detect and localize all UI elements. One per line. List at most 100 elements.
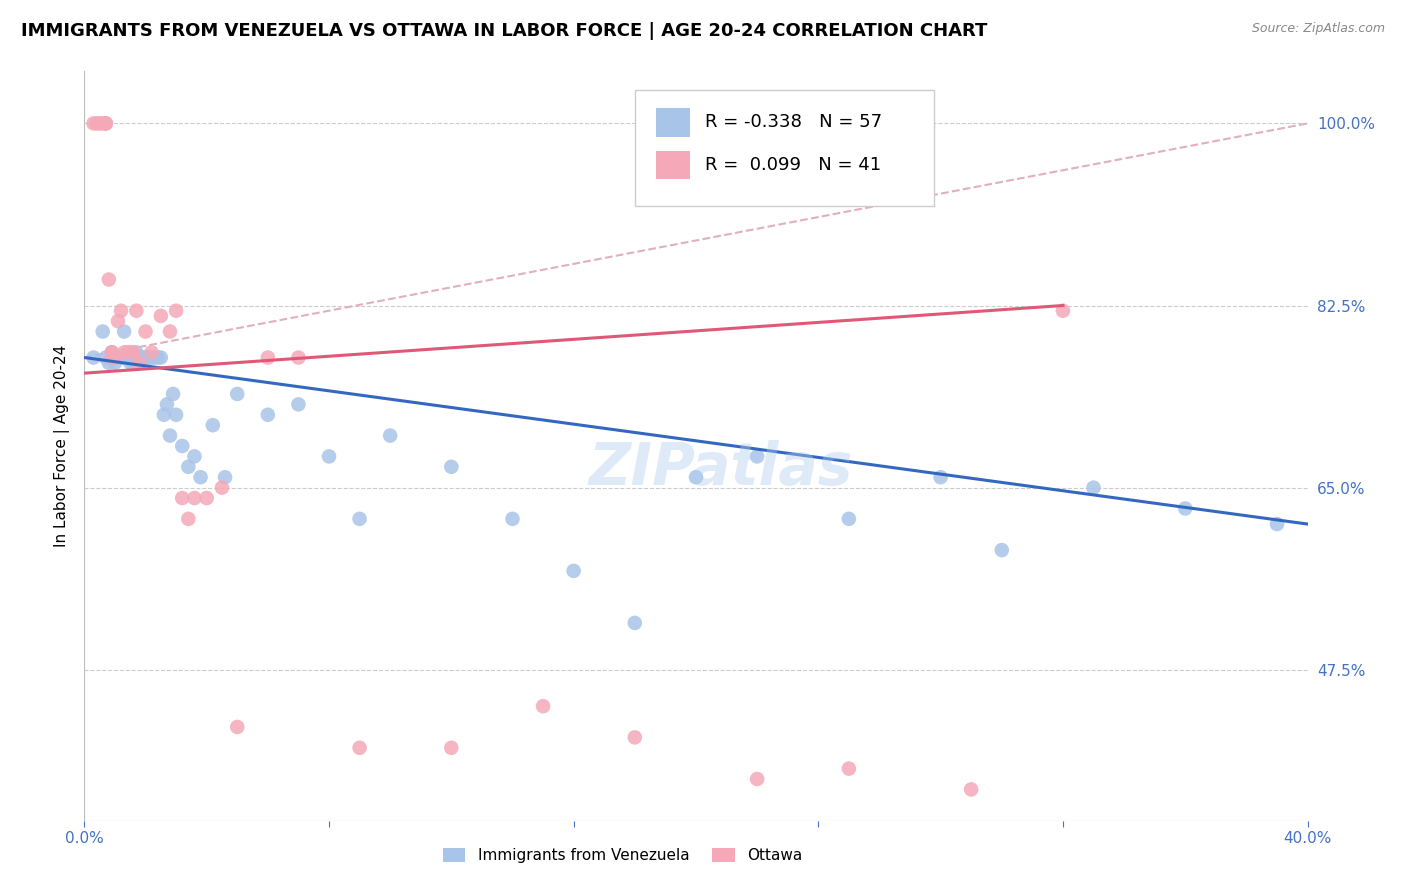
Point xyxy=(838,512,860,526)
Point xyxy=(159,428,181,442)
Point xyxy=(165,408,187,422)
Point xyxy=(747,772,769,786)
Point xyxy=(112,325,135,339)
Point xyxy=(83,351,105,365)
Text: IMMIGRANTS FROM VENEZUELA VS OTTAWA IN LABOR FORCE | AGE 20-24 CORRELATION CHART: IMMIGRANTS FROM VENEZUELA VS OTTAWA IN L… xyxy=(21,22,987,40)
Point xyxy=(1052,303,1074,318)
Text: ZIPatlas: ZIPatlas xyxy=(588,440,852,497)
Point xyxy=(107,351,129,365)
Point xyxy=(120,345,142,359)
Point xyxy=(1174,501,1197,516)
Text: R =  0.099   N = 41: R = 0.099 N = 41 xyxy=(704,156,880,174)
Point xyxy=(1265,517,1288,532)
Point xyxy=(94,116,117,130)
Point xyxy=(153,408,176,422)
Point xyxy=(172,491,194,505)
Point xyxy=(115,345,138,359)
Point xyxy=(172,439,194,453)
Bar xyxy=(655,108,690,136)
Point xyxy=(146,351,169,365)
Point xyxy=(115,351,138,365)
Point xyxy=(91,325,114,339)
Point xyxy=(141,345,163,359)
Point xyxy=(624,731,647,745)
Point xyxy=(131,351,153,365)
Point xyxy=(165,303,187,318)
Point xyxy=(110,303,132,318)
Point xyxy=(349,740,371,755)
Point xyxy=(101,351,124,365)
Point xyxy=(86,116,108,130)
Point xyxy=(83,116,105,130)
Point xyxy=(318,450,340,464)
Point xyxy=(122,351,145,365)
Point xyxy=(177,459,200,474)
Point xyxy=(97,272,120,286)
Point xyxy=(201,418,224,433)
Point xyxy=(94,116,117,130)
FancyBboxPatch shape xyxy=(636,90,935,206)
Point xyxy=(128,356,150,370)
Point xyxy=(226,720,249,734)
Point xyxy=(211,481,233,495)
Point xyxy=(112,345,135,359)
Point xyxy=(226,387,249,401)
Point xyxy=(125,345,148,359)
Bar xyxy=(655,151,690,179)
Point xyxy=(101,345,124,359)
Point xyxy=(135,325,157,339)
Point xyxy=(183,450,205,464)
Point xyxy=(120,351,142,365)
Point xyxy=(929,470,952,484)
Point xyxy=(162,387,184,401)
Point xyxy=(138,351,160,365)
Point xyxy=(143,351,166,365)
Point xyxy=(838,762,860,776)
Point xyxy=(122,345,145,359)
Point xyxy=(257,351,280,365)
Point xyxy=(991,543,1014,558)
Point xyxy=(287,351,309,365)
Point xyxy=(94,351,117,365)
Point xyxy=(624,615,647,630)
Point xyxy=(135,351,157,365)
Point xyxy=(128,356,150,370)
Point xyxy=(440,740,463,755)
Point xyxy=(440,459,463,474)
Point xyxy=(101,345,124,359)
Point xyxy=(685,470,707,484)
Point xyxy=(380,428,402,442)
Point xyxy=(214,470,236,484)
Point xyxy=(960,782,983,797)
Point xyxy=(128,351,150,365)
Point xyxy=(104,351,127,365)
Point xyxy=(89,116,111,130)
Point xyxy=(183,491,205,505)
Point xyxy=(141,351,163,365)
Point xyxy=(159,325,181,339)
Point xyxy=(125,303,148,318)
Point xyxy=(531,699,554,714)
Point xyxy=(502,512,524,526)
Point xyxy=(177,512,200,526)
Point xyxy=(91,116,114,130)
Point xyxy=(349,512,371,526)
Point xyxy=(1083,481,1105,495)
Point xyxy=(562,564,585,578)
Point xyxy=(149,309,172,323)
Text: Source: ZipAtlas.com: Source: ZipAtlas.com xyxy=(1251,22,1385,36)
Point xyxy=(149,351,172,365)
Point xyxy=(122,356,145,370)
Text: R = -0.338   N = 57: R = -0.338 N = 57 xyxy=(704,113,882,131)
Point xyxy=(257,408,280,422)
Point xyxy=(94,116,117,130)
Point xyxy=(747,450,769,464)
Point xyxy=(156,397,179,411)
Point xyxy=(190,470,212,484)
Point xyxy=(110,351,132,365)
Point xyxy=(195,491,218,505)
Y-axis label: In Labor Force | Age 20-24: In Labor Force | Age 20-24 xyxy=(55,345,70,547)
Point xyxy=(101,351,124,365)
Point xyxy=(101,345,124,359)
Point xyxy=(97,356,120,370)
